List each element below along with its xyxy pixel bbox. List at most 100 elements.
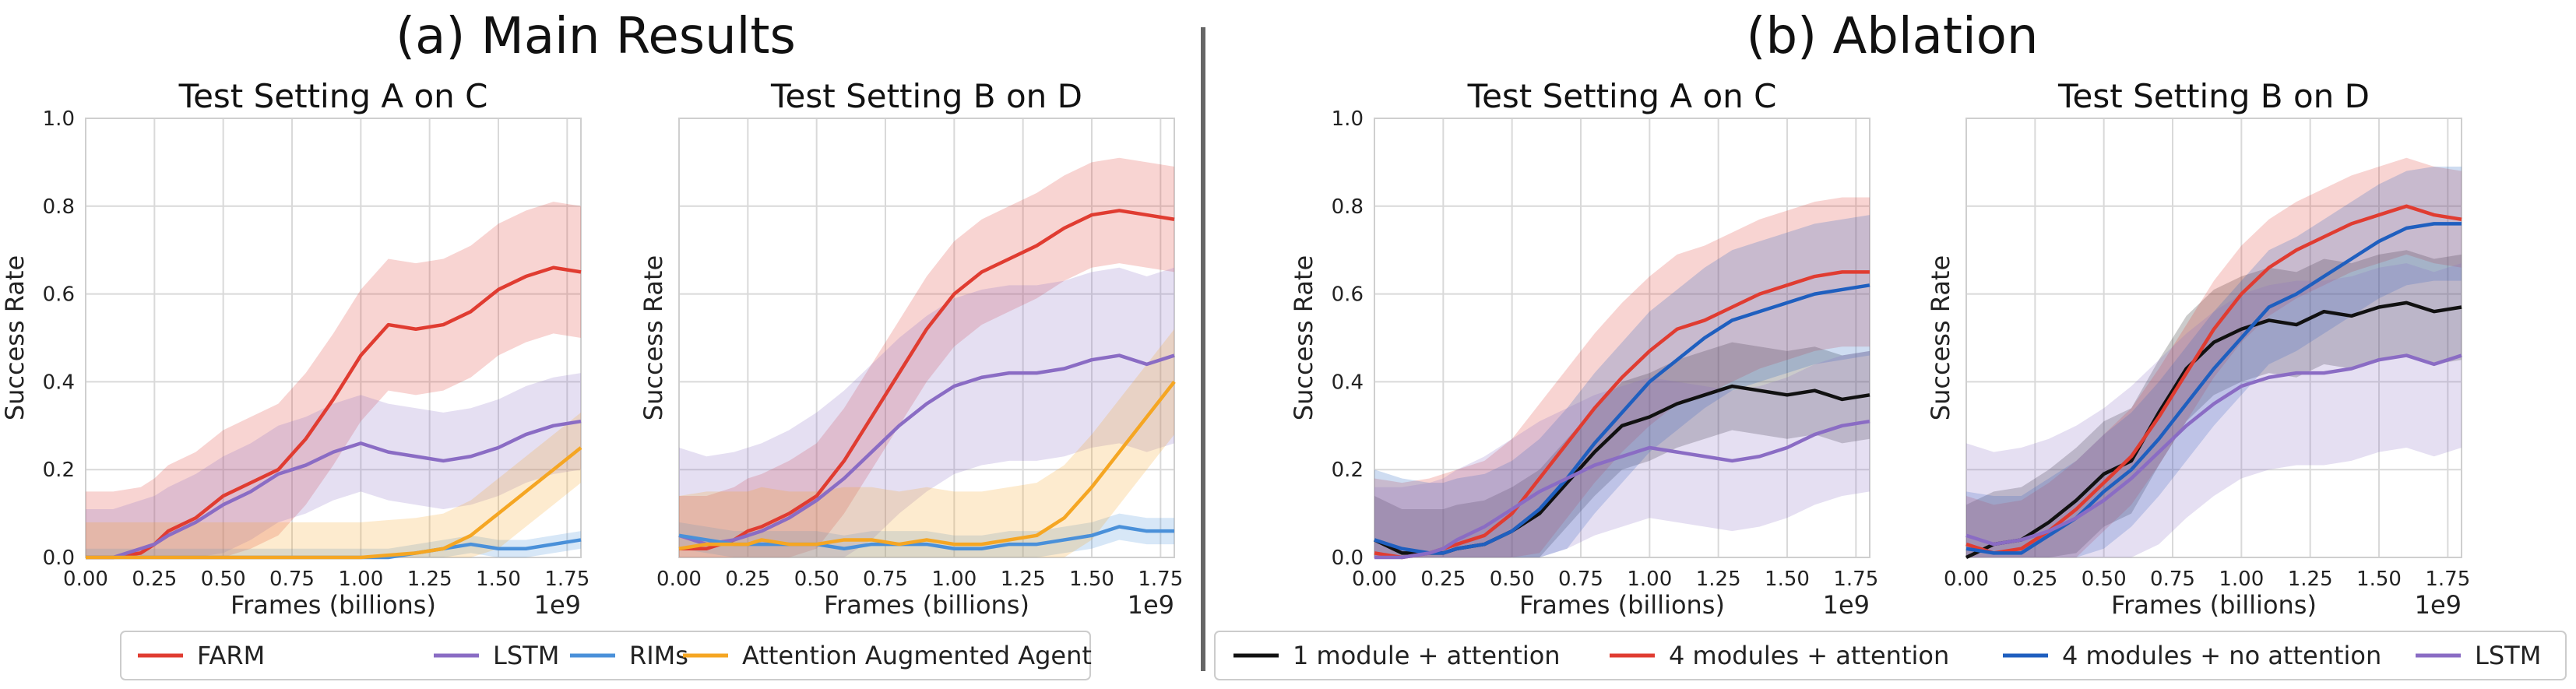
x-tick-label: 0.00	[1944, 568, 1989, 591]
legend-label-farm: FARM	[197, 641, 265, 670]
x-scale-label: 1e9	[1128, 590, 1174, 620]
x-tick-label: 0.00	[656, 568, 702, 591]
plot-frame	[1965, 118, 2462, 558]
x-tick-label: 1.00	[1627, 568, 1672, 591]
legend-label-4-modules-no-attention: 4 modules + no attention	[2062, 641, 2381, 670]
x-tick-label: 1.50	[1765, 568, 1810, 591]
x-tick-label: 0.75	[2150, 568, 2195, 591]
chart-title: Test Setting B on D	[770, 77, 1082, 115]
legend-label-1-module-attention: 1 module + attention	[1293, 641, 1561, 670]
x-tick-label: 1.25	[407, 568, 452, 591]
x-tick-label: 0.00	[1352, 568, 1397, 591]
confidence-band-rims	[679, 513, 1174, 557]
x-tick-label: 0.50	[1490, 568, 1535, 591]
legends: FARM LSTM RIMs Attention Augmented Agent 1 m…	[120, 631, 2567, 680]
y-axis-label: Success Rate	[639, 255, 668, 420]
x-tick-label: 0.25	[725, 568, 770, 591]
x-tick-label: 1.75	[544, 568, 589, 591]
y-tick-label: 0.4	[43, 371, 75, 394]
confidence-band-1-module-attention	[1374, 342, 1870, 557]
x-tick-label: 0.75	[1558, 568, 1603, 591]
legend-1: FARM LSTM RIMs Attention Augmented Agent	[120, 631, 1092, 680]
series-line-1-module-attention	[1965, 301, 2462, 560]
series-line-lstm	[86, 419, 582, 560]
chart-panel-2: Test Setting B on D 0.00 0.25 0.50 0.75 1.00 1…	[639, 77, 1183, 620]
x-tick-label: 1.75	[1138, 568, 1183, 591]
confidence-band-farm	[86, 202, 581, 557]
x-tick-label: 1.00	[931, 568, 977, 591]
legend-label-rims: RIMs	[629, 641, 688, 670]
x-scale-label: 1e9	[534, 590, 581, 620]
confidence-band-attention-augmented-agent	[679, 329, 1174, 557]
section-title-main-results: (a) Main Results	[396, 8, 796, 65]
series-line-lstm	[678, 353, 1175, 547]
confidence-band-1-module-attention	[1966, 250, 2462, 557]
x-tick-label: 1.25	[1696, 568, 1741, 591]
plot-frame	[678, 118, 1175, 558]
series-line-4-modules-no-attention	[1374, 283, 1870, 555]
chart-panel-4: Test Setting B on D 0.00 0.25 0.50 0.75 1.00 1…	[1926, 77, 2470, 620]
confidence-band-4-modules-attention	[1966, 157, 2462, 557]
x-tick-label: 0.25	[1420, 568, 1466, 591]
chart-title: Test Setting B on D	[2057, 77, 2370, 115]
x-tick-label: 0.00	[63, 568, 108, 591]
series-line-lstm	[1374, 419, 1870, 560]
chart-title: Test Setting A on C	[1467, 77, 1777, 115]
series-line-farm	[679, 209, 1175, 550]
y-tick-label: 1.0	[43, 107, 75, 131]
x-scale-label: 1e9	[1823, 590, 1870, 620]
plot-frame	[1374, 118, 1870, 558]
y-tick-label: 0.2	[1332, 459, 1364, 482]
chart-panels: Test Setting A on C 0.00 0.25 0.50 0.75 1.00 1…	[0, 77, 2470, 620]
x-tick-label: 1.75	[2425, 568, 2470, 591]
y-tick-label: 0.2	[43, 459, 75, 482]
y-tick-label: 0.8	[43, 195, 75, 219]
legend-frame	[1214, 631, 2567, 680]
y-tick-label: 0.0	[1332, 547, 1364, 570]
series-line-attention-augmented-agent	[678, 381, 1176, 550]
x-tick-label: 0.50	[2082, 568, 2127, 591]
legend-label-lstm: LSTM	[2475, 641, 2541, 670]
legend-label-4-modules-attention: 4 modules + attention	[1669, 641, 1949, 670]
x-tick-label: 1.50	[476, 568, 521, 591]
confidence-band-lstm	[1374, 350, 1870, 557]
series-line-lstm	[1965, 353, 2462, 547]
chart-panel-3: Test Setting A on C 0.00 0.25 0.50 0.75 1.00 1…	[1289, 77, 1878, 620]
y-tick-label: 0.4	[1332, 371, 1364, 394]
confidence-band-lstm	[679, 267, 1174, 557]
x-tick-label: 0.50	[794, 568, 839, 591]
y-tick-label: 0.6	[43, 283, 75, 307]
x-axis-label: Frames (billions)	[1519, 590, 1725, 620]
y-axis-label: Success Rate	[1926, 255, 1955, 420]
y-tick-label: 1.0	[1332, 107, 1364, 131]
x-tick-label: 0.25	[2012, 568, 2057, 591]
confidence-band-attention-augmented-agent	[86, 412, 581, 557]
series-line-4-modules-no-attention	[1965, 222, 2462, 555]
section-title-ablation: (b) Ablation	[1747, 8, 2039, 65]
legend-label-lstm: LSTM	[493, 641, 559, 670]
chart-title: Test Setting A on C	[178, 77, 488, 115]
confidence-band-lstm	[1966, 263, 2462, 557]
confidence-band-4-modules-no-attention	[1966, 167, 2462, 558]
y-axis-label: Success Rate	[1289, 255, 1318, 420]
x-tick-label: 1.50	[1069, 568, 1114, 591]
x-tick-label: 0.25	[132, 568, 177, 591]
x-tick-label: 0.50	[201, 568, 246, 591]
y-tick-label: 0.0	[43, 547, 75, 570]
y-tick-label: 0.6	[1332, 283, 1364, 307]
x-tick-label: 1.00	[338, 568, 383, 591]
legend-2: 1 module + attention 4 modules + attentio…	[1214, 631, 2567, 680]
series-line-4-modules-attention	[1965, 204, 2462, 555]
x-axis-label: Frames (billions)	[824, 590, 1029, 620]
confidence-band-rims	[86, 531, 581, 557]
y-tick-label: 0.8	[1332, 195, 1364, 219]
x-axis-label: Frames (billions)	[2111, 590, 2317, 620]
legend-label-attention-augmented-agent: Attention Augmented Agent	[742, 641, 1092, 670]
x-tick-label: 0.75	[269, 568, 315, 591]
x-scale-label: 1e9	[2415, 590, 2462, 620]
y-axis-label: Success Rate	[0, 255, 30, 420]
x-tick-label: 1.50	[2356, 568, 2402, 591]
x-tick-label: 1.75	[1833, 568, 1878, 591]
x-tick-label: 1.25	[1001, 568, 1046, 591]
